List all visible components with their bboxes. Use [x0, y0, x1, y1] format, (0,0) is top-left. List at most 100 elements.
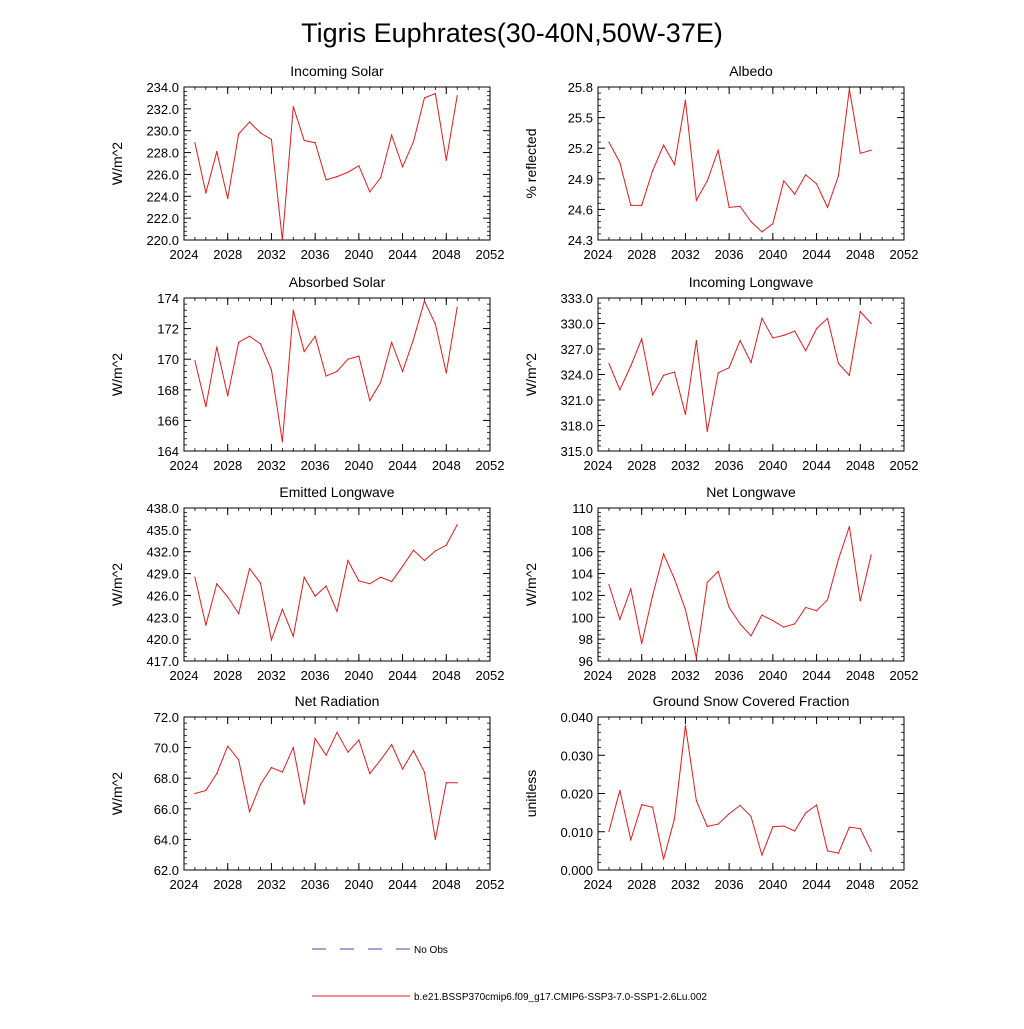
- data-point: [630, 588, 632, 590]
- data-point: [292, 106, 294, 108]
- data-point: [815, 610, 818, 612]
- x-tick-label: 2044: [388, 877, 417, 892]
- x-tick-label: 2024: [170, 877, 199, 892]
- y-tick-label: 96: [579, 654, 593, 669]
- data-point: [380, 576, 382, 578]
- panel-8: Ground Snow Covered Fraction unitless 2024…: [523, 693, 918, 892]
- data-point: [391, 580, 393, 583]
- data-point: [608, 141, 610, 143]
- x-tick-label: 2028: [627, 247, 656, 262]
- data-point: [870, 322, 872, 325]
- data-point: [783, 825, 785, 827]
- data-point: [401, 768, 404, 770]
- x-tick-label: 2032: [671, 668, 700, 683]
- data-point: [358, 355, 360, 357]
- data-point: [347, 358, 349, 360]
- y-tick-label: 100: [571, 610, 593, 625]
- data-point: [826, 599, 829, 601]
- data-point: [717, 823, 719, 825]
- x-tick-label: 2052: [890, 877, 919, 892]
- data-point: [761, 854, 763, 856]
- data-point: [205, 192, 207, 194]
- x-tick-label: 2024: [170, 247, 199, 262]
- y-axis-label: unitless: [523, 770, 539, 817]
- data-point: [238, 341, 240, 343]
- x-tick-label: 2040: [344, 458, 373, 473]
- data-point: [445, 782, 447, 784]
- data-point: [761, 317, 763, 319]
- data-point: [870, 554, 872, 556]
- data-point: [783, 180, 785, 182]
- data-point: [837, 362, 840, 365]
- data-point: [456, 306, 458, 308]
- x-tick-label: 2024: [170, 668, 199, 683]
- y-tick-label: 330.0: [560, 317, 593, 332]
- data-point: [314, 737, 316, 740]
- y-tick-label: 224.0: [146, 189, 179, 204]
- y-tick-label: 24.9: [568, 172, 593, 187]
- series-line: [608, 88, 872, 233]
- data-point: [619, 789, 621, 792]
- data-point: [837, 852, 840, 854]
- data-point: [216, 773, 218, 775]
- data-point: [695, 339, 697, 342]
- y-tick-label: 333.0: [560, 291, 593, 306]
- y-tick-label: 102: [571, 588, 593, 603]
- data-point: [826, 317, 829, 319]
- data-point: [347, 559, 349, 562]
- data-point: [662, 553, 665, 555]
- panel-title: Albedo: [729, 63, 773, 79]
- data-point: [423, 300, 426, 302]
- x-tick-label: 2052: [476, 668, 505, 683]
- y-axis-label: % reflected: [523, 128, 539, 198]
- x-tick-label: 2048: [432, 877, 461, 892]
- data-point: [739, 804, 741, 806]
- data-point: [423, 97, 426, 99]
- data-point: [684, 724, 687, 727]
- data-point: [325, 375, 327, 377]
- data-point: [750, 362, 752, 364]
- data-point: [412, 338, 415, 340]
- data-point: [281, 608, 283, 610]
- data-point: [652, 594, 654, 597]
- data-point: [325, 179, 327, 181]
- x-tick-label: 2028: [627, 458, 656, 473]
- x-tick-label: 2052: [476, 458, 505, 473]
- y-tick-label: 420.0: [146, 632, 179, 647]
- data-point: [423, 771, 426, 773]
- data-point: [673, 818, 676, 820]
- panel-6: Net Longwave W/m^2 2024 2028 2032 2036 2040 204…: [523, 484, 918, 683]
- data-point: [456, 524, 458, 526]
- data-point: [401, 565, 404, 567]
- data-point: [216, 346, 218, 348]
- y-axis-label: W/m^2: [109, 142, 125, 185]
- y-tick-label: 438.0: [146, 501, 179, 516]
- data-point: [772, 619, 774, 622]
- data-point: [652, 170, 654, 172]
- data-point: [358, 165, 360, 167]
- y-tick-label: 66.0: [154, 802, 179, 817]
- y-tick-label: 0.030: [560, 748, 593, 763]
- data-point: [456, 95, 458, 97]
- x-tick-label: 2052: [890, 458, 919, 473]
- x-tick-label: 2040: [758, 668, 787, 683]
- x-tick-label: 2044: [802, 877, 831, 892]
- data-point: [259, 783, 262, 785]
- data-point: [412, 750, 415, 752]
- x-tick-label: 2024: [584, 668, 613, 683]
- x-tick-label: 2032: [671, 458, 700, 473]
- data-point: [848, 525, 850, 528]
- x-tick-label: 2040: [758, 247, 787, 262]
- x-tick-label: 2044: [802, 668, 831, 683]
- y-tick-label: 417.0: [146, 654, 179, 669]
- y-tick-label: 170: [157, 352, 179, 367]
- data-point: [303, 350, 305, 353]
- y-tick-label: 70.0: [154, 741, 179, 756]
- x-tick-label: 2036: [301, 877, 330, 892]
- x-tick-label: 2040: [758, 877, 787, 892]
- x-tick-label: 2032: [257, 247, 286, 262]
- x-tick-label: 2032: [671, 247, 700, 262]
- data-point: [706, 180, 708, 182]
- data-point: [848, 826, 850, 828]
